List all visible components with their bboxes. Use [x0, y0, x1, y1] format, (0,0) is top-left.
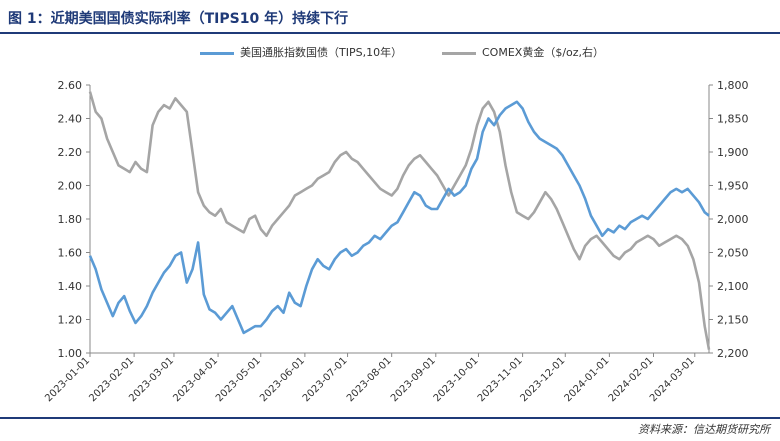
- legend-swatch-tips: [200, 51, 234, 55]
- source-note: 资料来源：信达期货研究所: [638, 423, 770, 436]
- legend-item-tips: 美国通胀指数国债（TIPS,10年）: [200, 44, 402, 60]
- legend-label-gold: COMEX黄金（$/oz,右）: [482, 46, 605, 59]
- chart-title: 图 1：近期美国国债实际利率（TIPS10 年）持续下行: [8, 11, 349, 27]
- y-left-tick-label: 1.20: [58, 314, 83, 327]
- x-tick-label: 2023-09-01: [389, 355, 438, 404]
- y-left-tick-label: 1.40: [58, 280, 83, 293]
- legend-swatch-gold: [442, 51, 476, 55]
- y-left-tick-label: 2.20: [58, 146, 83, 159]
- y-right-tick-label: 2,100: [717, 280, 749, 293]
- y-right-tick-label: 2,150: [717, 314, 749, 327]
- y-left-tick-label: 1.80: [58, 213, 83, 226]
- footer-divider: [0, 417, 780, 419]
- x-tick-label: 2023-07-01: [301, 355, 350, 404]
- y-left-tick-label: 1.00: [58, 347, 83, 360]
- legend-label-tips: 美国通胀指数国债（TIPS,10年）: [240, 46, 403, 59]
- y-left-tick-label: 1.60: [58, 247, 83, 260]
- title-divider: [0, 32, 780, 34]
- figure-header: 图 1：近期美国国债实际利率（TIPS10 年）持续下行: [0, 0, 780, 34]
- x-tick-label: 2023-01-01: [43, 355, 92, 404]
- x-tick-label: 2023-11-01: [476, 355, 525, 404]
- series-line-tips: [88, 100, 710, 335]
- x-tick-label: 2023-04-01: [171, 355, 220, 404]
- y-right-tick-label: 2,050: [717, 247, 749, 260]
- legend-item-gold: COMEX黄金（$/oz,右）: [442, 44, 604, 60]
- x-tick-label: 2023-06-01: [258, 355, 307, 404]
- y-right-tick-label: 1,950: [717, 180, 749, 193]
- series-line-gold: [88, 91, 711, 350]
- x-tick-label: 2023-05-01: [214, 355, 263, 404]
- y-right-tick-label: 1,850: [717, 113, 749, 126]
- y-right-tick-label: 2,200: [717, 347, 749, 360]
- y-left-tick-label: 2.00: [58, 180, 83, 193]
- y-left-tick-label: 2.60: [58, 79, 83, 92]
- x-tick-label: 2023-08-01: [345, 355, 394, 404]
- x-tick-label: 2023-10-01: [432, 355, 481, 404]
- y-left-tick-label: 2.40: [58, 113, 83, 126]
- y-right-tick-label: 2,000: [717, 213, 749, 226]
- chart-legend: 美国通胀指数国债（TIPS,10年） COMEX黄金（$/oz,右）: [0, 44, 780, 60]
- x-tick-label: 2024-03-01: [648, 355, 697, 404]
- y-right-tick-label: 1,800: [717, 79, 749, 92]
- x-tick-label: 2023-12-01: [519, 355, 568, 404]
- y-right-tick-label: 1,900: [717, 146, 749, 159]
- x-tick-label: 2024-01-01: [563, 355, 612, 404]
